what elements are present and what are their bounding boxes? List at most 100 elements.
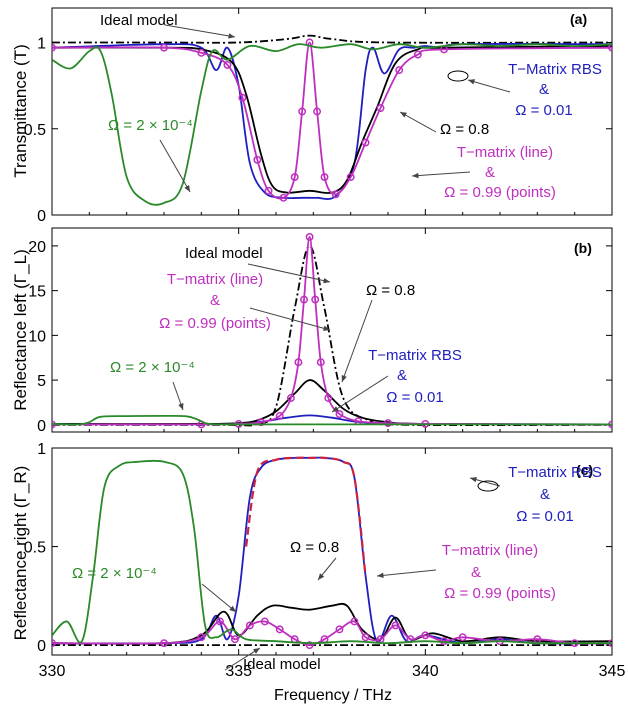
- series-marker: [257, 418, 266, 427]
- annotation-arrow: [467, 79, 511, 93]
- series-marker: [238, 93, 247, 102]
- series-marker: [384, 419, 392, 428]
- series-marker: [421, 631, 430, 640]
- series-marker: [245, 621, 254, 630]
- annotation-label: T−Matrix RBS: [508, 61, 602, 78]
- series-marker: [275, 411, 284, 420]
- panel-c: 330 335 340 345 0 0.5 1 Reflectance right (Γ_R)…: [11, 441, 625, 680]
- series-marker: [316, 358, 325, 367]
- series-marker: [275, 625, 284, 634]
- plot-frame: [51, 7, 613, 216]
- y-axis-label: Reflectance right (Γ_R): [11, 466, 30, 641]
- annotation-arrow: [376, 569, 437, 577]
- annotation-arrow: [247, 263, 331, 283]
- series-line: [245, 456, 367, 577]
- series-line: [52, 235, 612, 426]
- annotation-label: T−matrix RBS: [508, 464, 602, 481]
- series-marker: [160, 639, 168, 648]
- series-group: [52, 34, 612, 206]
- annotation-label: T−matrix (line): [167, 271, 263, 288]
- annotation-label: Ω = 0.99 (points): [444, 585, 556, 602]
- annotation-arrow: [399, 111, 437, 133]
- annotation-label: Ω = 2 × 10⁻⁴: [72, 565, 157, 582]
- series-marker: [230, 635, 239, 644]
- annotation-arrow: [164, 24, 236, 38]
- plot-frame: [51, 227, 613, 433]
- annotation-label: &: [485, 164, 495, 181]
- series-marker: [290, 173, 299, 182]
- annotation-label: Ω = 0.01: [515, 102, 573, 119]
- annotation-arrowhead: [341, 375, 347, 382]
- series-line: [52, 620, 612, 647]
- series-line: [52, 34, 612, 44]
- y-tick-label: 5: [37, 373, 46, 390]
- series-group: [52, 232, 612, 429]
- series-marker: [52, 43, 56, 52]
- annotation-label: &: [397, 367, 407, 384]
- series-marker: [197, 633, 206, 642]
- annotation-label: &: [210, 292, 220, 309]
- y-tick-label: 0: [37, 208, 46, 225]
- annotation-label: Ω = 0.01: [516, 508, 574, 525]
- series-line: [52, 41, 612, 200]
- annotation-arrow: [331, 375, 389, 413]
- annotation-arrowhead: [470, 477, 477, 483]
- y-tick-label: 0: [37, 418, 46, 435]
- x-tick-label: 340: [412, 663, 439, 680]
- y-axis-label: Reflectance left (Γ_L): [11, 249, 30, 411]
- annotation-arrowhead: [323, 325, 330, 331]
- series-marker: [320, 173, 329, 182]
- annotation-label: Ω = 0.8: [366, 282, 415, 299]
- series-marker: [264, 186, 273, 195]
- series-group: [52, 456, 612, 650]
- annotation-arrow: [411, 171, 471, 177]
- x-tick-label: 330: [39, 663, 66, 680]
- series-marker: [458, 633, 467, 642]
- x-tick-label: 345: [599, 663, 626, 680]
- annotation-label: Ω = 2 × 10⁻⁴: [110, 359, 195, 376]
- annotation-label: T−matrix (line): [442, 542, 538, 559]
- series-line: [52, 45, 612, 194]
- series-marker: [305, 641, 314, 650]
- annotation-arrowhead: [178, 403, 184, 410]
- y-axis-label: Transmittance (T): [11, 44, 30, 178]
- series-marker: [324, 394, 333, 402]
- series-marker: [197, 48, 206, 57]
- series-marker: [160, 43, 168, 52]
- annotation-arrowhead: [229, 605, 236, 612]
- y-tick-label: 20: [28, 239, 46, 256]
- series-marker: [223, 60, 232, 69]
- annotation-label: Ideal model: [100, 12, 178, 29]
- series-marker: [335, 625, 344, 634]
- plot-frame: [51, 447, 613, 656]
- series-marker: [311, 295, 320, 304]
- annotation-arrowhead: [412, 172, 419, 179]
- annotation-arrowhead: [184, 185, 190, 192]
- annotation-ellipse: [447, 70, 469, 82]
- series-marker: [300, 295, 308, 304]
- series-marker: [286, 394, 295, 402]
- series-marker: [350, 617, 359, 626]
- series-marker: [335, 410, 344, 419]
- series-marker: [216, 617, 224, 626]
- series-marker: [52, 639, 56, 648]
- series-line: [52, 602, 612, 645]
- annotation-label: Ideal model: [185, 245, 263, 262]
- annotation-arrow: [249, 307, 331, 331]
- annotation-label: Ideal model: [243, 656, 321, 673]
- annotation-arrowhead: [228, 33, 235, 39]
- annotation-arrow: [341, 299, 373, 383]
- annotation-label: &: [471, 564, 481, 581]
- annotation-label: Ω = 2 × 10⁻⁴: [108, 117, 193, 134]
- series-marker: [395, 66, 404, 75]
- annotation-arrowhead: [377, 572, 384, 579]
- series-marker: [305, 232, 314, 241]
- annotation-label: T−matrix (line): [457, 144, 553, 161]
- y-tick-label: 0.5: [24, 122, 46, 139]
- annotation-label: T−matrix RBS: [368, 347, 462, 364]
- annotation-arrowhead: [323, 277, 330, 284]
- annotation-ellipse: [477, 480, 499, 492]
- y-tick-label: 15: [28, 284, 46, 301]
